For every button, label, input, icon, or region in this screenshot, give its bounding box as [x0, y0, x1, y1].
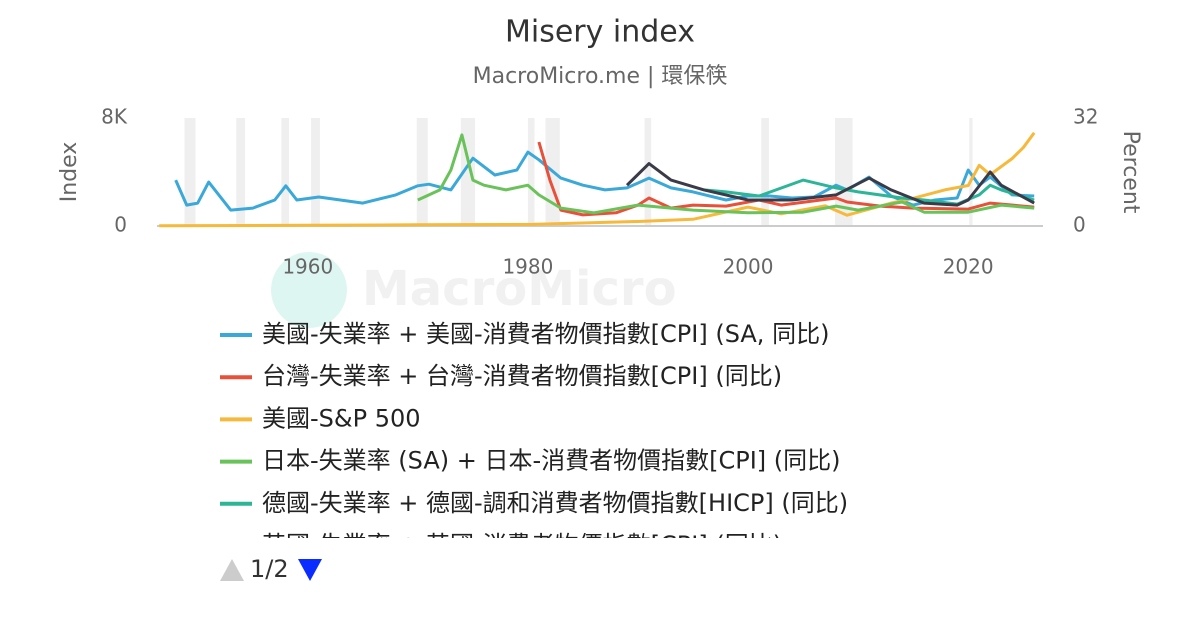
watermark-text: MacroMicro [362, 261, 677, 317]
watermark-logo [271, 252, 347, 328]
recession-band [311, 118, 320, 226]
legend-label: 美國-S&P 500 [262, 404, 421, 432]
legend: 美國-失業率 + 美國-消費者物價指數[CPI] (SA, 同比) 台灣-失業率 … [220, 320, 848, 559]
legend-page-up[interactable] [220, 559, 244, 581]
series-line [417, 133, 1035, 215]
plot-area: 0 8K 0 32 1960 1980 2000 2020 [101, 105, 1098, 279]
chart-title: Misery index [505, 15, 695, 50]
recession-band [527, 118, 535, 226]
y2-axis-title: Percent [1118, 131, 1143, 214]
legend-label: 德國-失業率 + 德國-調和消費者物價指數[HICP] (同比) [262, 489, 848, 517]
series-line [625, 162, 1035, 207]
series-line [703, 178, 1035, 206]
y-tick-label: 0 [114, 213, 127, 237]
x-tick-label: 1960 [282, 255, 333, 279]
recession-band [236, 118, 246, 226]
recession-band [281, 118, 290, 226]
y-axis-title: Index [57, 142, 82, 203]
y2-tick-label: 32 [1073, 105, 1098, 129]
x-tick-label: 2020 [943, 255, 994, 279]
chart-subtitle: MacroMicro.me | 環保筷 [473, 64, 728, 89]
legend-label: 台灣-失業率 + 台灣-消費者物價指數[CPI] (同比) [262, 362, 782, 390]
series-line [159, 131, 1036, 228]
recession-band [761, 118, 769, 226]
y2-tick-label: 0 [1073, 213, 1086, 237]
recession-band [184, 118, 196, 226]
recession-band [644, 118, 652, 226]
legend-page: 1/2 [250, 555, 289, 583]
legend-label: 日本-失業率 (SA) + 日本-消費者物價指數[CPI] (同比) [262, 447, 841, 475]
series-line [174, 150, 1035, 212]
y-tick-label: 8K [101, 105, 128, 129]
legend-label: 英國-失業率 + 英國-消費者物價指數[CPI] (同比) [262, 531, 782, 559]
x-tick-label: 2000 [723, 255, 774, 279]
x-tick-label: 1980 [502, 255, 553, 279]
recession-band [416, 118, 428, 226]
legend-page-down[interactable] [298, 559, 322, 581]
watermark: MacroMicro [271, 252, 677, 328]
legend-label: 美國-失業率 + 美國-消費者物價指數[CPI] (SA, 同比) [262, 320, 829, 348]
